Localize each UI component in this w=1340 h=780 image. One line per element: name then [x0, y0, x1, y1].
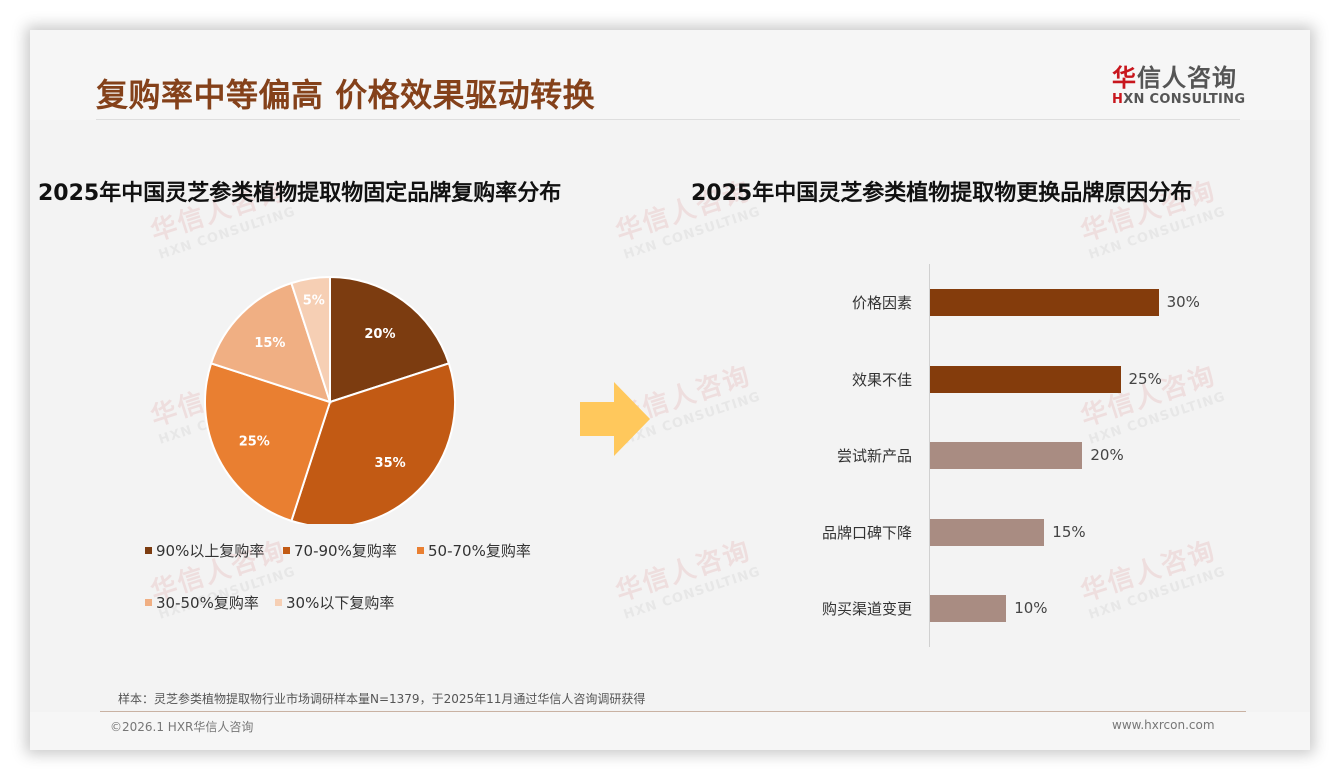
logo: 华信人咨询 HXN CONSULTING — [1112, 64, 1246, 108]
bar — [930, 519, 1045, 546]
bar-category-label: 价格因素 — [851, 294, 912, 312]
pie-chart: 20% 35% 25% 15% 5% — [200, 264, 460, 528]
footer-band — [30, 712, 1310, 750]
bar — [930, 595, 1007, 622]
bar-value-label: 20% — [1090, 446, 1124, 464]
pie-slice — [204, 362, 332, 523]
pie-slice-label: 20% — [364, 327, 395, 342]
bar-category-label: 尝试新产品 — [836, 447, 912, 465]
legend-swatch — [145, 599, 152, 606]
legend-swatch — [275, 599, 282, 606]
pie-slice — [290, 275, 331, 403]
bar — [930, 289, 1159, 316]
pie-slice — [329, 275, 451, 404]
bar-chart-title: 2025年中国灵芝参类植物提取物更换品牌原因分布 — [691, 181, 1193, 206]
bar-category-label: 购买渠道变更 — [821, 600, 912, 618]
pie-chart-svg: 20% 35% 25% 15% 5% — [204, 275, 456, 528]
logo-cn: 华信人咨询 — [1112, 64, 1237, 92]
legend-item: 30-50%复购率 — [145, 592, 259, 613]
pie-slice-label: 5% — [303, 294, 325, 309]
logo-en: HXN CONSULTING — [1112, 92, 1246, 107]
bar-category-label: 品牌口碑下降 — [821, 524, 912, 542]
pie-slice-label: 15% — [254, 336, 285, 351]
bar-value-label: 10% — [1014, 599, 1048, 617]
bar-value-label: 25% — [1128, 370, 1162, 388]
bar — [930, 366, 1121, 393]
legend-label: 30-50%复购率 — [156, 594, 259, 612]
bar-value-label: 30% — [1166, 293, 1200, 311]
bar — [930, 442, 1083, 469]
title-divider — [96, 119, 1240, 120]
legend-label: 70-90%复购率 — [294, 542, 397, 560]
logo-mark: 华 — [1112, 64, 1137, 92]
legend-swatch — [283, 547, 290, 554]
page-title: 复购率中等偏高 价格效果驱动转换 — [96, 76, 596, 114]
legend-item: 50-70%复购率 — [417, 540, 531, 561]
legend-item: 70-90%复购率 — [283, 540, 397, 561]
slide: 复购率中等偏高 价格效果驱动转换 华信人咨询 HXN CONSULTING 华信… — [30, 30, 1310, 750]
legend-label: 50-70%复购率 — [428, 542, 531, 560]
bar-chart-axis — [929, 264, 930, 647]
sample-note: 样本：灵芝参类植物提取物行业市场调研样本量N=1379，于2025年11月通过华… — [118, 692, 646, 706]
legend-swatch — [417, 547, 424, 554]
legend-item: 30%以下复购率 — [275, 592, 394, 613]
copyright: ©2026.1 HXR华信人咨询 — [110, 720, 254, 734]
pie-slice-label: 25% — [239, 435, 270, 450]
pie-chart-title: 2025年中国灵芝参类植物提取物固定品牌复购率分布 — [38, 181, 562, 206]
header-band — [30, 30, 1310, 120]
pie-slice-label: 35% — [375, 456, 406, 471]
website-link[interactable]: www.hxrcon.com — [1112, 718, 1215, 732]
legend-label: 30%以下复购率 — [286, 594, 395, 612]
legend-item: 90%以上复购率 — [145, 540, 264, 561]
legend-label: 90%以上复购率 — [156, 542, 265, 560]
legend-swatch — [145, 547, 152, 554]
right-arrow-icon — [580, 382, 652, 460]
bar-value-label: 15% — [1052, 523, 1086, 541]
footer-divider — [100, 711, 1246, 712]
bar-category-label: 效果不佳 — [851, 371, 912, 389]
